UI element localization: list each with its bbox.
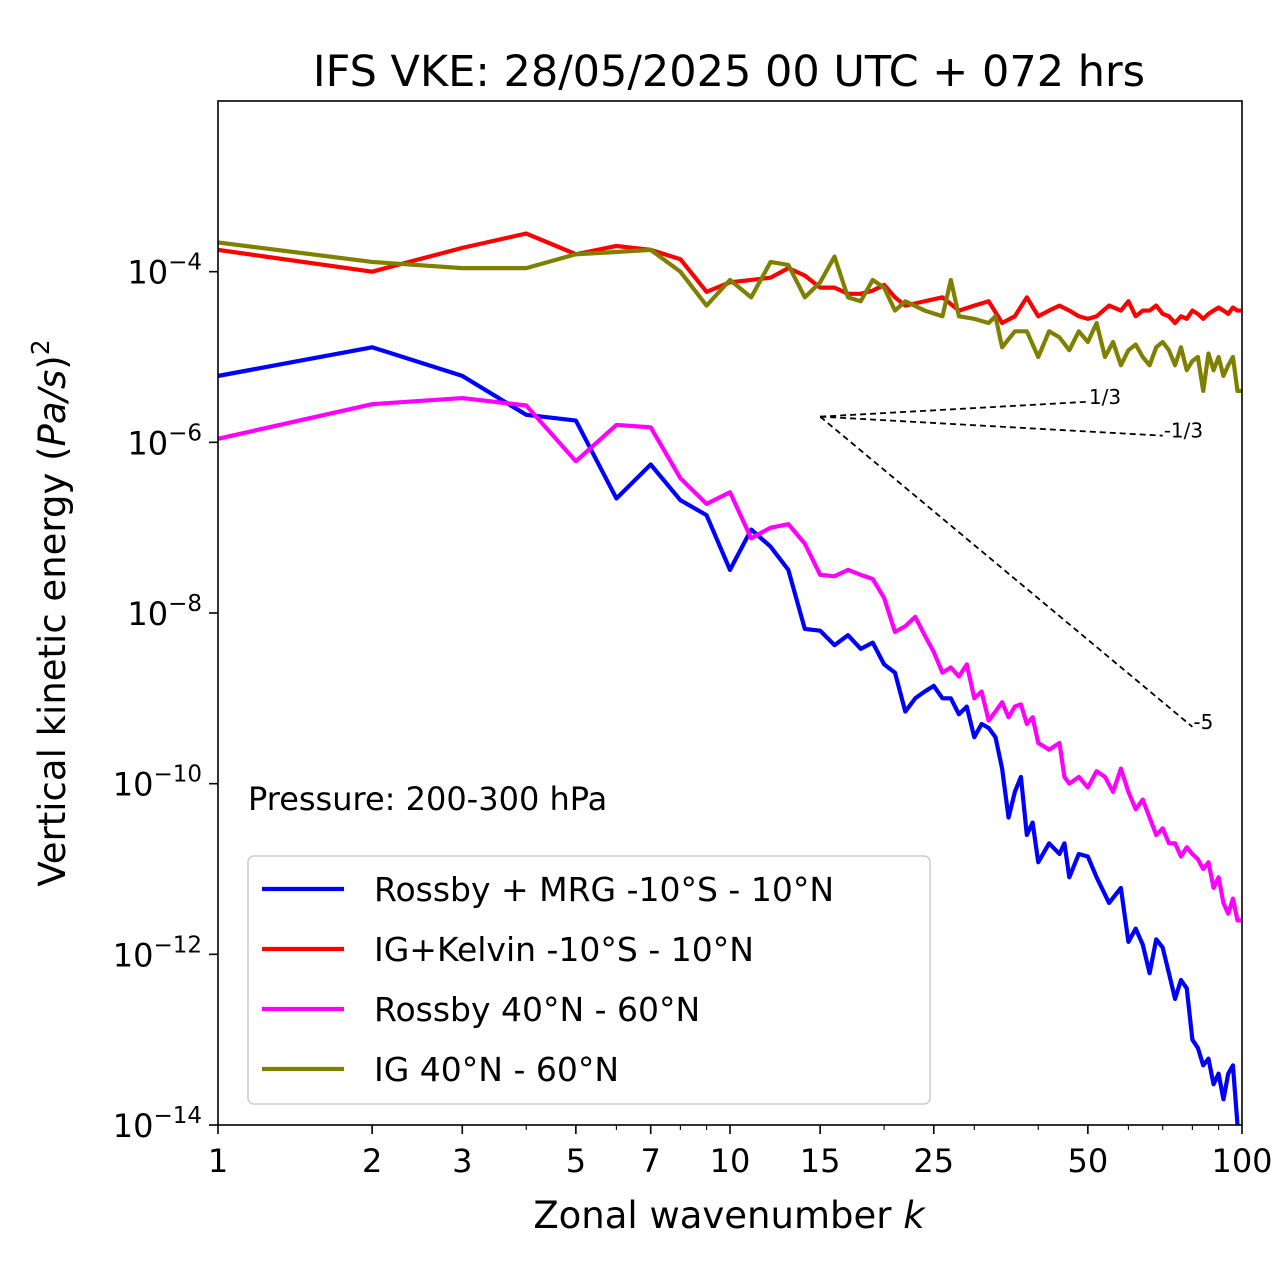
x-tick-label: 15 <box>800 1142 841 1180</box>
pressure-annotation: Pressure: 200-300 hPa <box>248 780 607 818</box>
y-tick-label: 10−4 <box>127 250 202 292</box>
series-line <box>218 345 1240 1125</box>
x-tick-label: 50 <box>1068 1142 1109 1180</box>
x-tick-label: 100 <box>1211 1142 1272 1180</box>
y-tick-label: 10−14 <box>113 1103 202 1145</box>
reference-slope-line <box>819 415 1193 728</box>
series-line <box>218 240 1242 394</box>
x-tick-label: 2 <box>362 1142 382 1180</box>
x-tick-label: 3 <box>452 1142 472 1180</box>
x-axis: 1 2 3 5 7 10 15 25 50 100 <box>208 1125 1273 1180</box>
y-tick-label: 10−10 <box>113 762 202 804</box>
chart-title: IFS VKE: 28/05/2025 00 UTC + 072 hrs <box>313 47 1145 97</box>
reference-slope-label: 1/3 <box>1089 385 1121 409</box>
legend: Rossby + MRG -10°S - 10°N IG+Kelvin -10°S… <box>247 855 931 1105</box>
y-tick-label: 10−12 <box>113 932 202 974</box>
legend-label: Rossby + MRG -10°S - 10°N <box>374 870 834 909</box>
series-line <box>218 395 1242 923</box>
legend-label: Rossby 40°N - 60°N <box>374 990 700 1029</box>
y-axis-label: Vertical kinetic energy (Pa/s)2 <box>26 339 74 886</box>
legend-label: IG 40°N - 60°N <box>374 1050 619 1089</box>
x-tick-label: 7 <box>641 1142 661 1180</box>
reference-slope-label: -1/3 <box>1164 419 1203 443</box>
reference-slope-line <box>820 400 1088 418</box>
legend-label: IG+Kelvin -10°S - 10°N <box>374 930 754 969</box>
y-tick-label: 10−6 <box>127 420 202 462</box>
series-line <box>218 231 1242 326</box>
x-tick-label: 10 <box>710 1142 751 1180</box>
x-tick-label: 25 <box>913 1142 954 1180</box>
x-tick-label: 5 <box>566 1142 586 1180</box>
x-axis-label: Zonal wavenumber k <box>533 1194 926 1237</box>
data-series <box>218 231 1242 1125</box>
reference-slope-label: -5 <box>1193 710 1213 734</box>
y-tick-label: 10−8 <box>127 591 202 633</box>
y-axis: 10−14 10−12 10−10 10−8 10−6 10−4 <box>113 250 218 1145</box>
x-tick-label: 1 <box>208 1142 228 1180</box>
reference-slope-line <box>820 415 1163 437</box>
reference-slopes: 1/3 -1/3 -5 <box>819 385 1213 734</box>
legend-frame <box>247 855 931 1105</box>
